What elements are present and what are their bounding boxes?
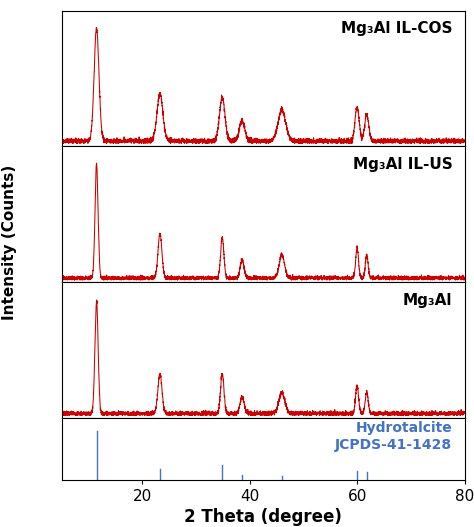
Text: Mg₃Al: Mg₃Al [403,294,452,308]
Text: JCPDS-41-1428: JCPDS-41-1428 [335,438,452,452]
Text: Hydrotalcite: Hydrotalcite [356,421,452,435]
X-axis label: 2 Theta (degree): 2 Theta (degree) [184,508,342,526]
Text: Mg₃Al IL-US: Mg₃Al IL-US [353,158,452,172]
Text: Mg₃Al IL-COS: Mg₃Al IL-COS [341,22,452,36]
Text: Intensity (Counts): Intensity (Counts) [2,165,17,320]
